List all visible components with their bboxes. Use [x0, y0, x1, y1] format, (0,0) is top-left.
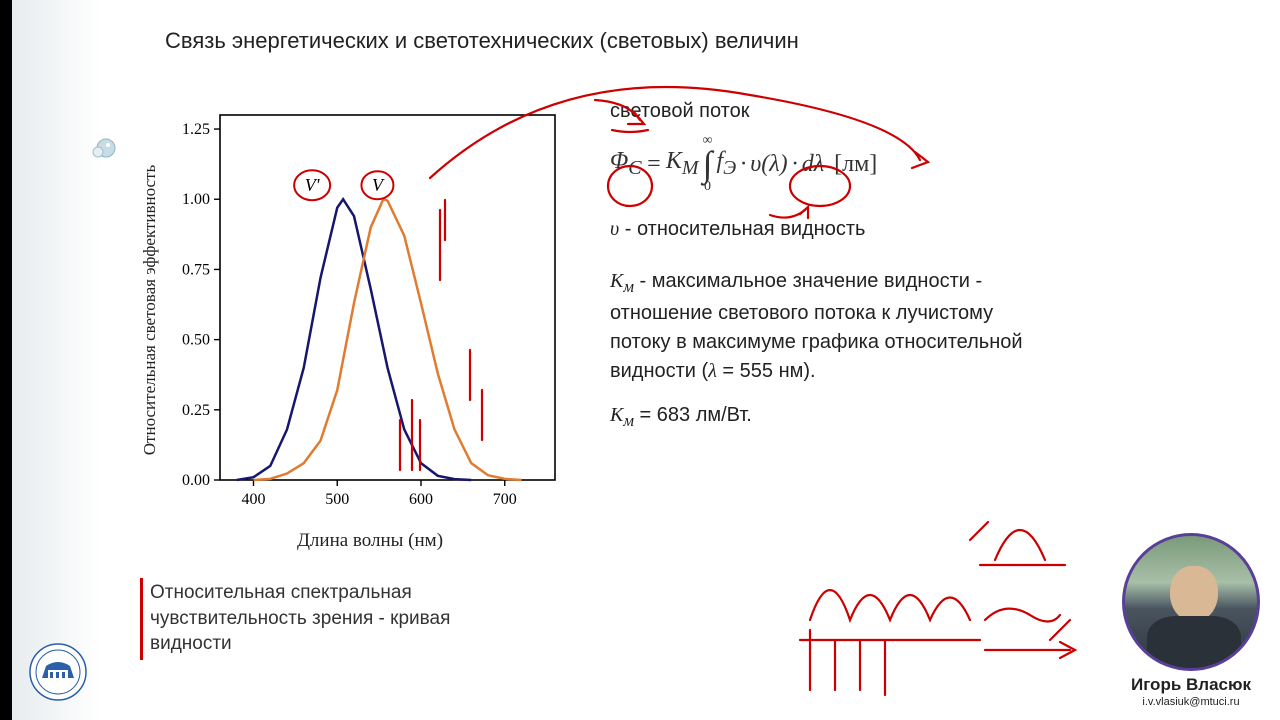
flux-label: световой поток [610, 100, 1050, 123]
svg-text:V': V' [305, 175, 321, 195]
formula-unit: [лм] [834, 151, 877, 178]
svg-text:500: 500 [325, 491, 349, 508]
svg-text:0.50: 0.50 [182, 332, 210, 349]
formula-coef: KM [666, 148, 699, 180]
km-definition: Kм - максимальное значение видности - от… [610, 267, 1050, 386]
svg-text:1.00: 1.00 [182, 191, 210, 208]
mtuci-logo-icon [28, 642, 88, 702]
svg-text:0.75: 0.75 [182, 261, 210, 278]
svg-text:600: 600 [409, 491, 433, 508]
decorative-orb-icon [90, 135, 116, 161]
formula: ΦC = KM ∞ ∫ 0 fЭ · υ(λ) · dλ [лм] [610, 133, 1050, 203]
svg-text:1.25: 1.25 [182, 121, 210, 138]
integrand-f: fЭ [717, 148, 737, 180]
dot2: · [792, 151, 798, 178]
svg-text:0.25: 0.25 [182, 402, 210, 419]
luminous-efficiency-chart: 0.000.250.500.751.001.25400500600700V'V [150, 95, 570, 535]
v-definition: υ - относительная видность [610, 218, 1050, 241]
formula-lhs: ΦC [610, 148, 642, 180]
v-def-text: относительная видность [637, 218, 865, 240]
svg-text:700: 700 [493, 491, 517, 508]
left-deco-band [12, 0, 100, 720]
differential: dλ [802, 151, 824, 178]
integrand-v: υ(λ) [750, 151, 787, 178]
caption-red-bar [140, 578, 143, 660]
svg-text:400: 400 [242, 491, 266, 508]
slide-title: Связь энергетических и светотехнических … [165, 28, 799, 54]
chart-x-label: Длина волны (нм) [297, 530, 443, 552]
left-black-strip [0, 0, 12, 720]
presenter-name: Игорь Власюк [1116, 675, 1266, 695]
chart-y-label: Относительная световая эффективность [140, 165, 160, 455]
km-value: Kм = 683 лм/Вт. [610, 404, 1050, 431]
integral-icon: ∞ ∫ 0 [703, 133, 713, 195]
presenter-card: Игорь Власюк i.v.vlasiuk@mtuci.ru [1116, 533, 1266, 708]
equals: = [646, 151, 662, 178]
dot1: · [740, 151, 746, 178]
presenter-email: i.v.vlasiuk@mtuci.ru [1116, 696, 1266, 708]
chart-caption: Относительная спектральная чувствительно… [150, 580, 530, 657]
svg-text:0.00: 0.00 [182, 472, 210, 489]
right-column: световой поток ΦC = KM ∞ ∫ 0 fЭ · υ(λ) ·… [610, 100, 1050, 431]
presenter-avatar [1122, 533, 1260, 671]
